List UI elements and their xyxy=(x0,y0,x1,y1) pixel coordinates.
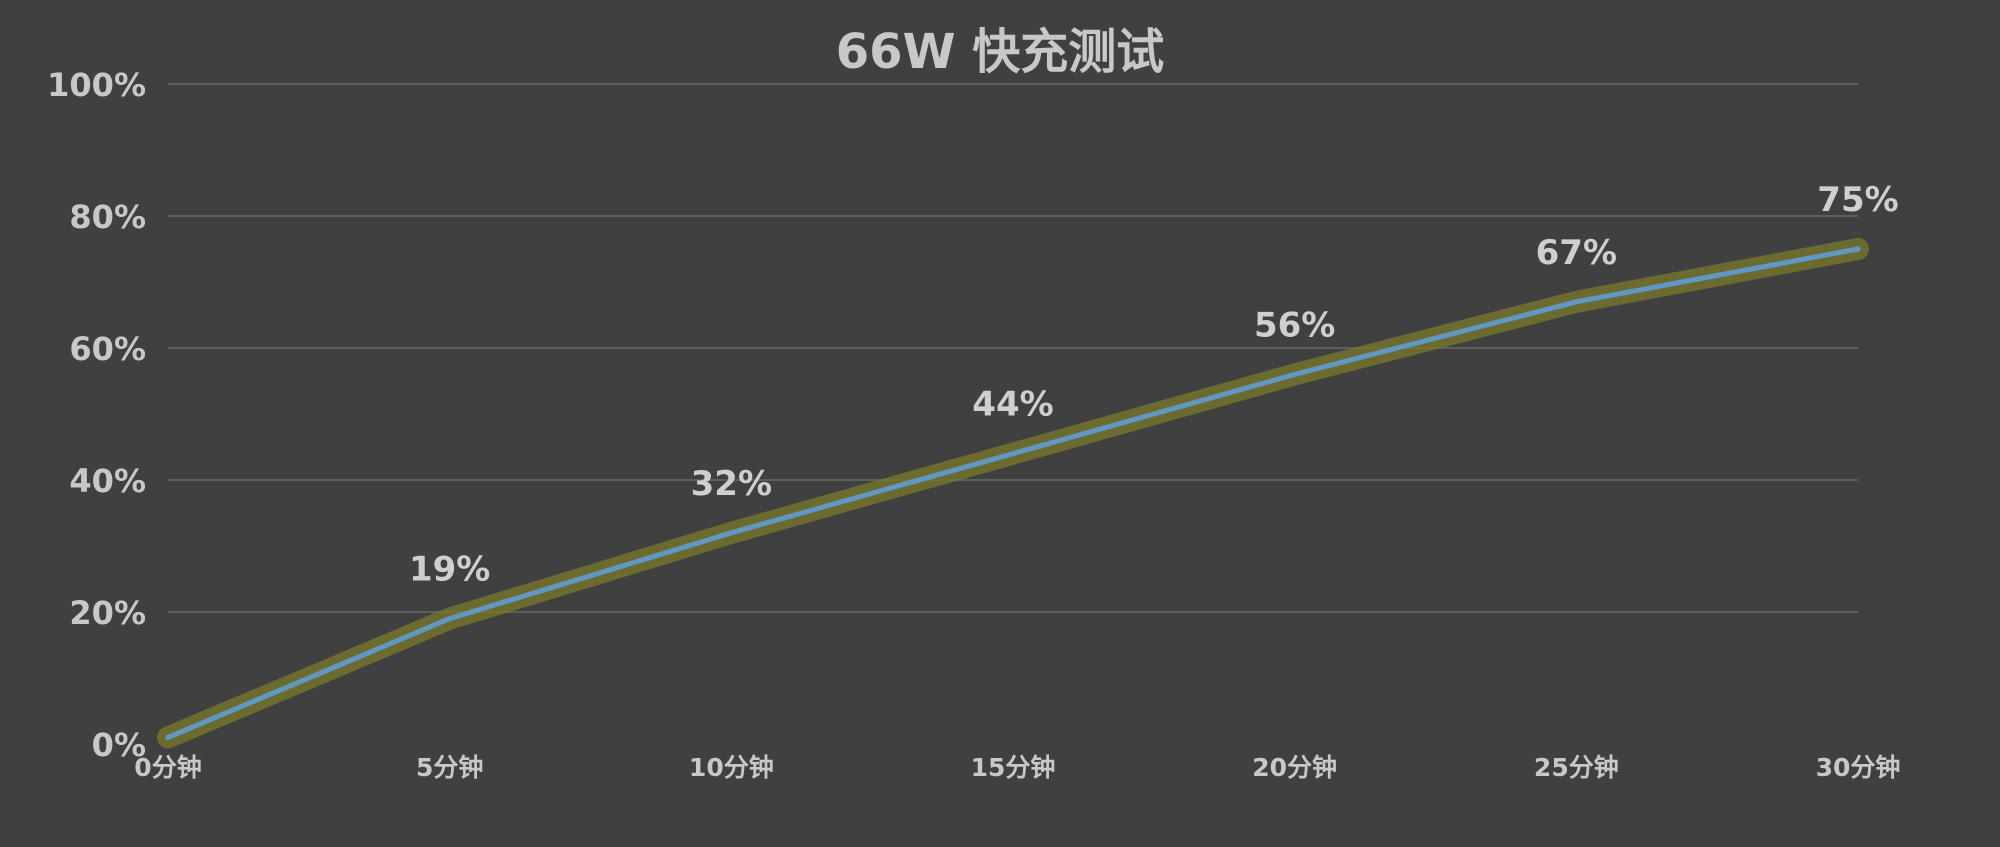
data-point xyxy=(1010,451,1016,457)
x-tick-label: 25分钟 xyxy=(1534,753,1619,782)
data-labels: 19% 32% 44% 56% 67% 75% xyxy=(409,180,1899,590)
y-axis-ticks: 0% 20% 40% 60% 80% 100% xyxy=(47,66,146,764)
data-label: 75% xyxy=(1817,180,1898,220)
data-point xyxy=(1292,371,1298,377)
data-label: 67% xyxy=(1536,233,1617,273)
data-label: 19% xyxy=(409,550,490,590)
data-label: 32% xyxy=(691,464,772,504)
y-tick-label: 40% xyxy=(69,462,146,500)
y-tick-label: 60% xyxy=(69,330,146,368)
series-layer xyxy=(157,238,1869,749)
y-tick-label: 80% xyxy=(69,198,146,236)
x-tick-label: 5分钟 xyxy=(416,753,483,782)
series-glow xyxy=(157,238,1869,749)
chart-title: 66W 快充测试 xyxy=(836,24,1164,80)
data-label: 56% xyxy=(1254,305,1335,345)
series-line xyxy=(165,246,1861,740)
x-tick-label: 0分钟 xyxy=(134,753,201,782)
data-label: 44% xyxy=(972,385,1053,425)
x-tick-label: 10分钟 xyxy=(689,753,774,782)
y-tick-label: 0% xyxy=(92,726,146,764)
y-tick-label: 100% xyxy=(47,66,146,104)
data-point xyxy=(728,530,734,536)
x-tick-label: 20分钟 xyxy=(1252,753,1337,782)
data-point xyxy=(1855,246,1861,252)
data-point xyxy=(447,616,453,622)
data-point xyxy=(165,734,171,740)
x-axis-ticks: 0分钟 5分钟 10分钟 15分钟 20分钟 25分钟 30分钟 xyxy=(134,753,1900,782)
y-tick-label: 20% xyxy=(69,594,146,632)
gridlines xyxy=(168,83,1858,613)
x-tick-label: 30分钟 xyxy=(1816,753,1901,782)
x-tick-label: 15分钟 xyxy=(971,753,1056,782)
data-point xyxy=(1573,299,1579,305)
